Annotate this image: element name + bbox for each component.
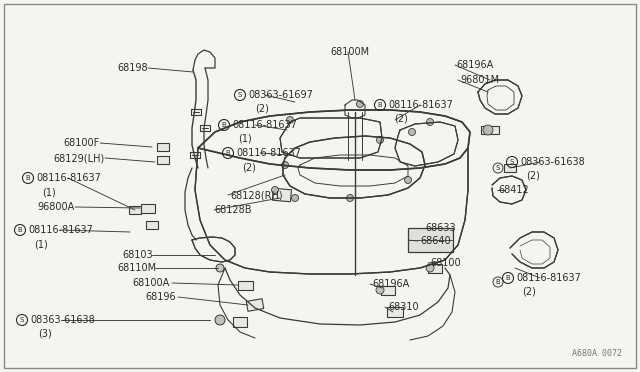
Circle shape (215, 315, 225, 325)
Text: 08116-81637: 08116-81637 (36, 173, 101, 183)
Circle shape (404, 176, 412, 183)
Circle shape (271, 186, 278, 193)
Text: S: S (20, 317, 24, 323)
Text: (3): (3) (38, 329, 52, 339)
Bar (141, 203, 155, 212)
Bar (428, 263, 442, 273)
Bar (146, 221, 158, 229)
Text: 68196A: 68196A (456, 60, 493, 70)
Text: 96800A: 96800A (38, 202, 75, 212)
Text: (2): (2) (522, 286, 536, 296)
Circle shape (287, 116, 294, 124)
Text: S: S (238, 92, 242, 98)
Bar (157, 156, 169, 164)
Text: 08116-81637: 08116-81637 (516, 273, 581, 283)
Text: 08363-61697: 08363-61697 (248, 90, 313, 100)
Text: 68100F: 68100F (64, 138, 100, 148)
Text: B: B (18, 227, 22, 233)
Text: (2): (2) (526, 170, 540, 180)
Text: 68196: 68196 (145, 292, 176, 302)
Circle shape (282, 161, 289, 169)
Circle shape (216, 264, 224, 272)
Bar (381, 285, 395, 295)
Text: A680A 0072: A680A 0072 (572, 349, 622, 358)
Text: S: S (496, 165, 500, 171)
Circle shape (376, 286, 384, 294)
Text: (1): (1) (42, 187, 56, 197)
Text: 68128(RH): 68128(RH) (230, 190, 283, 200)
Text: 68103: 68103 (122, 250, 153, 260)
Text: (1): (1) (34, 239, 48, 249)
Text: 08116-81637: 08116-81637 (28, 225, 93, 235)
Circle shape (483, 125, 493, 135)
Text: 96801M: 96801M (460, 75, 499, 85)
Text: 68100A: 68100A (132, 278, 170, 288)
Bar (408, 228, 453, 252)
Text: 68412: 68412 (498, 185, 529, 195)
Text: 08363-61638: 08363-61638 (520, 157, 585, 167)
Text: 68129(LH): 68129(LH) (54, 153, 105, 163)
Text: B: B (221, 122, 227, 128)
Text: B: B (506, 275, 510, 281)
Circle shape (356, 100, 364, 108)
Circle shape (291, 195, 298, 202)
Bar (481, 126, 499, 134)
Bar (157, 143, 169, 151)
Text: 68196A: 68196A (372, 279, 409, 289)
Bar (233, 317, 247, 327)
Bar (246, 299, 264, 311)
Text: 68110M: 68110M (117, 263, 156, 273)
Text: 68100: 68100 (430, 258, 461, 268)
Text: 68128B: 68128B (214, 205, 252, 215)
Text: 08116-81637: 08116-81637 (232, 120, 297, 130)
Text: B: B (378, 102, 382, 108)
Text: (1): (1) (238, 133, 252, 143)
Text: 68198: 68198 (117, 63, 148, 73)
Bar (129, 206, 141, 214)
Text: (2): (2) (255, 103, 269, 113)
Text: B: B (26, 175, 30, 181)
Circle shape (376, 137, 383, 144)
Text: 68633: 68633 (425, 223, 456, 233)
Text: S: S (510, 159, 514, 165)
Bar (387, 307, 403, 317)
Text: 08363-61638: 08363-61638 (30, 315, 95, 325)
Bar (273, 188, 291, 202)
Text: (2): (2) (394, 113, 408, 123)
Text: 68310: 68310 (388, 302, 419, 312)
Circle shape (346, 195, 353, 202)
Text: 08116-81637: 08116-81637 (388, 100, 453, 110)
Circle shape (408, 128, 415, 135)
Text: 08116-81637: 08116-81637 (236, 148, 301, 158)
Text: B: B (495, 279, 500, 285)
Text: (2): (2) (242, 162, 256, 172)
Text: B: B (226, 150, 230, 156)
Circle shape (426, 119, 433, 125)
Bar (237, 280, 253, 289)
Text: 68100M: 68100M (330, 47, 369, 57)
Circle shape (426, 264, 434, 272)
Text: 68640: 68640 (420, 236, 451, 246)
Bar (504, 164, 516, 172)
